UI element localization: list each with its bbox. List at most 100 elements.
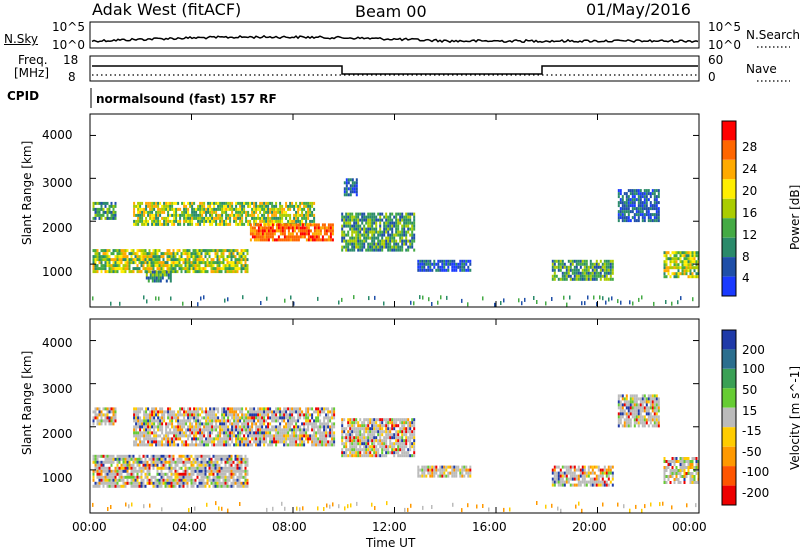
range-cell: [391, 224, 394, 228]
range-cell: [273, 216, 276, 220]
range-cell: [171, 213, 174, 217]
range-cell: [341, 454, 344, 458]
range-cell: [277, 219, 280, 223]
range-cell: [295, 440, 298, 444]
range-cell: [267, 232, 270, 236]
range-cell: [293, 431, 296, 435]
range-cell: [110, 472, 113, 476]
range-cell: [108, 454, 111, 458]
range-cell: [625, 210, 628, 214]
range-cell: [187, 425, 190, 429]
range-cell: [305, 216, 308, 220]
range-cell: [263, 235, 266, 239]
range-cell: [181, 443, 184, 447]
range-cell: [170, 466, 173, 470]
range-cell: [154, 460, 157, 464]
range-cell: [605, 271, 608, 275]
range-cell: [257, 437, 260, 441]
range-cell: [162, 255, 165, 259]
range-cell: [271, 229, 274, 233]
range-cell: [645, 189, 648, 193]
range-cell: [287, 434, 290, 438]
range-cell: [413, 239, 416, 243]
range-cell: [619, 210, 622, 214]
range-cell: [459, 265, 462, 269]
range-cell: [307, 422, 310, 426]
range-cell: [259, 437, 262, 441]
range-cell: [291, 440, 294, 444]
range-cell: [151, 270, 154, 274]
range-cell: [187, 219, 190, 223]
range-cell: [439, 468, 442, 472]
range-cell: [236, 475, 239, 479]
range-cell: [253, 440, 256, 444]
range-cell: [403, 442, 406, 446]
range-cell: [96, 472, 99, 476]
range-cell: [169, 276, 172, 280]
range-cell: [355, 242, 358, 246]
range-cell: [375, 221, 378, 225]
range-cell: [259, 422, 262, 426]
range-cell: [347, 454, 350, 458]
range-cell: [397, 451, 400, 455]
range-cell: [361, 242, 364, 246]
range-cell: [395, 430, 398, 434]
range-cell: [203, 440, 206, 444]
range-cell: [198, 258, 201, 262]
range-cell: [148, 270, 151, 274]
range-cell: [325, 407, 328, 411]
range-cell: [431, 474, 434, 478]
range-cell: [351, 190, 354, 194]
range-cell: [240, 469, 243, 473]
range-cell: [139, 213, 142, 217]
range-cell: [126, 261, 129, 265]
range-cell: [369, 421, 372, 425]
range-cell: [175, 419, 178, 423]
range-cell: [216, 454, 219, 458]
range-cell: [155, 222, 158, 226]
range-cell: [603, 271, 606, 275]
range-cell: [357, 236, 360, 240]
range-cell: [693, 260, 696, 264]
range-cell: [393, 233, 396, 237]
range-cell: [401, 227, 404, 231]
range-cell: [233, 431, 236, 435]
range-cell: [685, 263, 688, 267]
range-cell: [198, 255, 201, 259]
range-cell: [213, 443, 216, 447]
range-cell: [409, 215, 412, 219]
range-cell: [315, 410, 318, 414]
range-cell: [96, 457, 99, 461]
range-cell: [683, 272, 686, 276]
range-cell: [399, 430, 402, 434]
range-cell: [607, 268, 610, 272]
range-cell: [124, 481, 127, 485]
range-cell: [112, 478, 115, 482]
range-cell: [192, 258, 195, 262]
range-cell: [240, 481, 243, 485]
range-cell: [635, 213, 638, 217]
range-cell: [219, 204, 222, 208]
power-cb-tick-24: 24: [742, 162, 758, 176]
range-cell: [595, 271, 598, 275]
range-cell: [603, 277, 606, 281]
range-cell: [211, 422, 214, 426]
range-cell: [143, 428, 146, 432]
range-cell: [441, 265, 444, 269]
range-cell: [243, 440, 246, 444]
range-cell: [325, 434, 328, 438]
range-cell: [357, 451, 360, 455]
range-cell: [187, 443, 190, 447]
range-cell: [353, 236, 356, 240]
range-cell: [617, 219, 620, 223]
range-cell: [291, 407, 294, 411]
range-cell: [138, 454, 141, 458]
range-cell: [259, 440, 262, 444]
range-cell: [108, 419, 111, 423]
range-cell: [431, 471, 434, 475]
range-cell: [179, 422, 182, 426]
range-cell: [655, 189, 658, 193]
range-cell: [155, 210, 158, 214]
range-cell: [122, 463, 125, 467]
range-cell: [104, 457, 107, 461]
